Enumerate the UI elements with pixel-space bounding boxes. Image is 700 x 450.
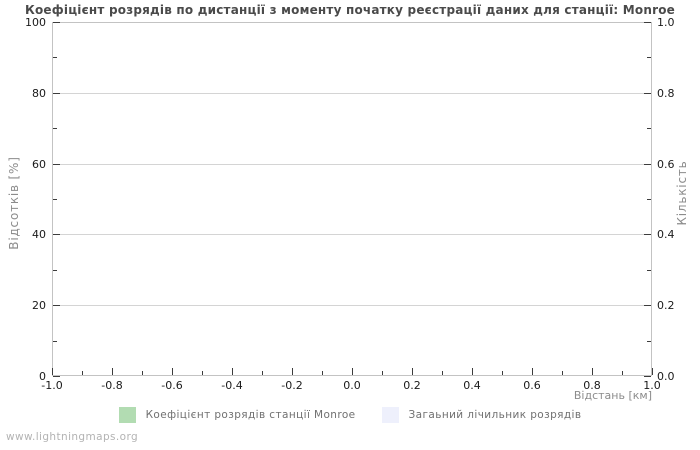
- x-tick-label: 0.6: [523, 379, 541, 392]
- x-axis-minor-tick: [142, 371, 143, 375]
- x-tick-label: 0.0: [343, 379, 361, 392]
- legend: Коефіцієнт розрядів станції Monroe Загаьн…: [0, 407, 700, 423]
- y-axis-right-minor-tick: [647, 341, 651, 342]
- y-axis-right-tick: [644, 164, 651, 165]
- y-right-tick-label: 0.2: [657, 299, 675, 312]
- y-right-tick-label: 0.8: [657, 87, 675, 100]
- legend-label: Загаьний лічильник розрядів: [408, 409, 582, 421]
- plot-area: [52, 22, 652, 376]
- gridline: [53, 305, 651, 306]
- gridline: [53, 234, 651, 235]
- y-axis-right-minor-tick: [647, 199, 651, 200]
- y-left-tick-label: 20: [32, 299, 46, 312]
- x-axis-tick: [172, 368, 173, 375]
- y-axis-left-tick: [53, 305, 60, 306]
- x-axis-tick: [532, 368, 533, 375]
- y-axis-left-tick: [53, 93, 60, 94]
- x-axis-tick: [652, 368, 653, 375]
- y-left-tick-label: 40: [32, 228, 46, 241]
- legend-item: Загаьний лічильник розрядів: [381, 407, 582, 423]
- x-axis-minor-tick: [442, 371, 443, 375]
- x-axis-minor-tick: [262, 371, 263, 375]
- legend-item: Коефіцієнт розрядів станції Monroe: [118, 407, 356, 423]
- x-axis-tick: [112, 368, 113, 375]
- y-left-tick-label: 60: [32, 158, 46, 171]
- y-axis-left-minor-tick: [53, 270, 57, 271]
- y-axis-left-tick: [53, 164, 60, 165]
- x-tick-label: 0.2: [403, 379, 421, 392]
- x-tick-label: -1.0: [41, 379, 63, 392]
- x-axis-tick: [232, 368, 233, 375]
- gridline: [53, 93, 651, 94]
- x-tick-label: 1.0: [643, 379, 661, 392]
- legend-swatch-icon: [118, 407, 136, 423]
- x-axis-minor-tick: [322, 371, 323, 375]
- y-axis-left-minor-tick: [53, 128, 57, 129]
- x-axis-tick: [412, 368, 413, 375]
- x-tick-label: -0.8: [101, 379, 123, 392]
- gridline: [53, 164, 651, 165]
- y-axis-right-minor-tick: [647, 270, 651, 271]
- y-axis-right-tick: [644, 376, 651, 377]
- x-axis-label: Відстань [км]: [573, 389, 652, 402]
- legend-swatch-icon: [381, 407, 399, 423]
- y-axis-left-minor-tick: [53, 199, 57, 200]
- y-axis-right-tick: [644, 234, 651, 235]
- x-axis-minor-tick: [202, 371, 203, 375]
- y-left-tick-label: 0: [39, 370, 46, 383]
- x-axis-tick: [52, 368, 53, 375]
- x-tick-label: -0.4: [221, 379, 243, 392]
- y-axis-right-tick: [644, 93, 651, 94]
- x-axis-minor-tick: [562, 371, 563, 375]
- watermark: www.lightningmaps.org: [6, 431, 139, 443]
- y-right-tick-label: 0.4: [657, 228, 675, 241]
- y-axis-left-tick: [53, 234, 60, 235]
- y-axis-left-minor-tick: [53, 341, 57, 342]
- x-axis-tick: [292, 368, 293, 375]
- x-tick-label: 0.8: [583, 379, 601, 392]
- y-axis-label-right: Кількість: [675, 160, 689, 226]
- y-axis-right-minor-tick: [647, 128, 651, 129]
- y-axis-right-tick: [644, 22, 651, 23]
- x-axis-minor-tick: [502, 371, 503, 375]
- x-tick-label: -0.2: [281, 379, 303, 392]
- x-axis-tick: [352, 368, 353, 375]
- x-axis-minor-tick: [382, 371, 383, 375]
- y-right-tick-label: 1.0: [657, 16, 675, 29]
- x-axis-tick: [592, 368, 593, 375]
- x-tick-label: 0.4: [463, 379, 481, 392]
- y-axis-right-tick: [644, 305, 651, 306]
- y-left-tick-label: 100: [25, 16, 46, 29]
- y-right-tick-label: 0.0: [657, 370, 675, 383]
- chart-title: Коефіцієнт розрядів по дистанції з момен…: [24, 3, 676, 17]
- x-tick-label: -0.6: [161, 379, 183, 392]
- legend-label: Коефіцієнт розрядів станції Monroe: [145, 409, 356, 421]
- x-axis-minor-tick: [622, 371, 623, 375]
- x-axis-minor-tick: [82, 371, 83, 375]
- x-axis-tick: [472, 368, 473, 375]
- y-axis-left-tick: [53, 22, 60, 23]
- y-left-tick-label: 80: [32, 87, 46, 100]
- y-axis-left-tick: [53, 376, 60, 377]
- y-axis-label-left: Відсотків [%]: [7, 156, 21, 250]
- y-right-tick-label: 0.6: [657, 158, 675, 171]
- y-axis-right-minor-tick: [647, 57, 651, 58]
- y-axis-left-minor-tick: [53, 57, 57, 58]
